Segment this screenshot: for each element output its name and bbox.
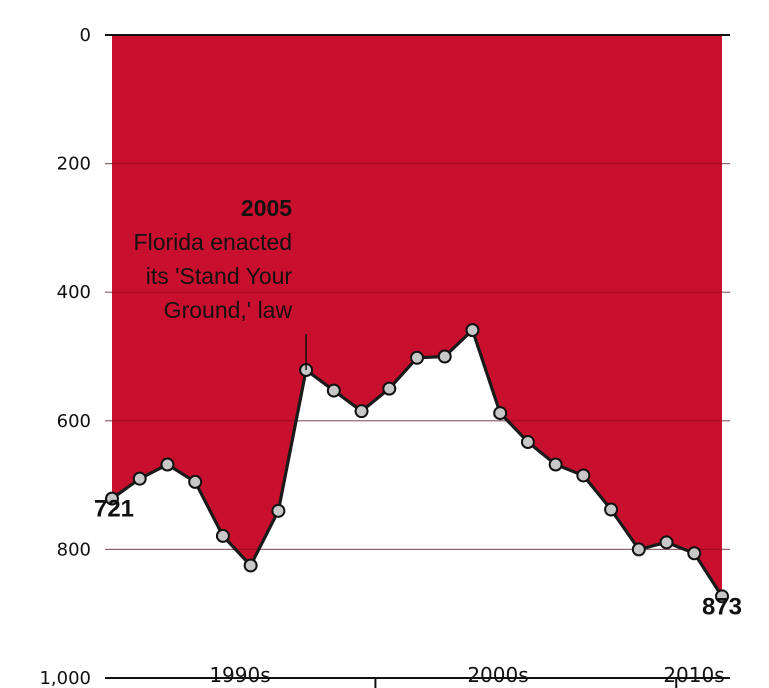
data-point [437,349,452,364]
data-point [465,323,480,338]
data-label-first: 873 [702,593,742,620]
data-point [105,491,119,506]
data-point [382,381,397,396]
data-point [493,406,508,421]
y-tick-label: 800 [57,539,91,560]
decade-label: 2000s [467,663,528,687]
data-point [271,503,286,518]
y-tick-label: 200 [57,154,91,175]
decade-label: 2010s [663,663,724,687]
data-point [604,502,619,517]
decade-label: 1990s [209,663,270,687]
data-point [215,528,230,543]
data-point [188,474,203,489]
data-point [548,457,563,472]
area-fill [112,35,722,597]
annotation-year: 2005 [241,195,292,221]
data-point [354,404,369,419]
data-point [687,546,702,561]
data-point [326,383,341,398]
data-point [410,350,424,365]
annotation-line: Florida enacted [134,229,293,255]
data-point [631,542,646,557]
y-tick-label: 400 [57,282,91,303]
data-point [576,468,591,483]
plot-group: 0 200 400 600 800 1,000 2010s 2000s 1990s 873 721 G… [39,25,742,688]
data-point [659,535,674,550]
data-point [715,589,729,604]
y-tick-label: 0 [80,25,91,46]
y-tick-label: 1,000 [39,668,91,688]
annotation-line: its 'Stand Your [146,263,293,289]
data-point [132,471,147,486]
data-point [160,457,175,472]
y-tick-label: 600 [57,411,91,432]
annotation-line: Ground,' law [164,297,293,323]
data-point [520,435,535,450]
data-label-last: 721 [94,496,134,523]
data-point [243,558,258,573]
